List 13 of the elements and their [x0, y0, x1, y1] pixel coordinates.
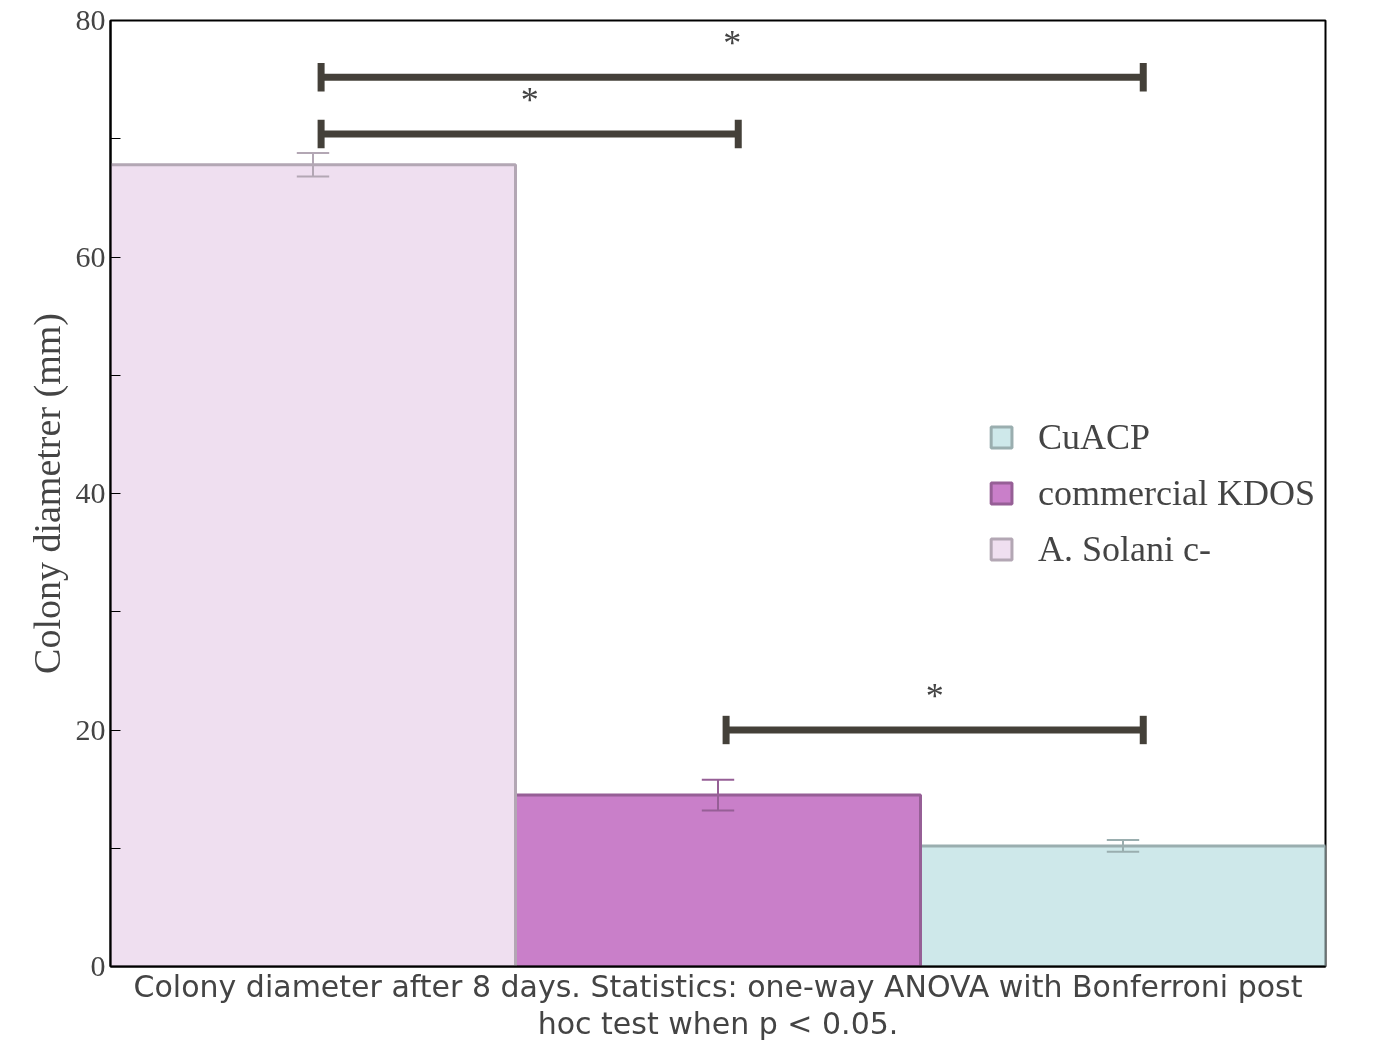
y-tick-label: 20: [75, 712, 106, 746]
annotation: *: [520, 79, 539, 120]
legend-label: CuACP: [1038, 416, 1151, 458]
legend-label: commercial KDOS: [1038, 472, 1315, 514]
legend-label: A. Solani c-: [1038, 528, 1212, 570]
text: Colony diameter after 8 days. Statistics: one-way ANOVA with Bonferroni post hoc test when p < 0.05.: [133, 968, 1303, 1041]
annotation: *: [925, 675, 944, 716]
y-tick-label: 0: [90, 949, 106, 982]
y-tick-label: 40: [75, 476, 106, 509]
y-axis-title: Colony diametrer (mm): [25, 313, 69, 674]
y-tick-label: 60: [75, 239, 106, 273]
y-tick-label: 80: [75, 3, 106, 36]
annotation: *: [723, 23, 742, 64]
